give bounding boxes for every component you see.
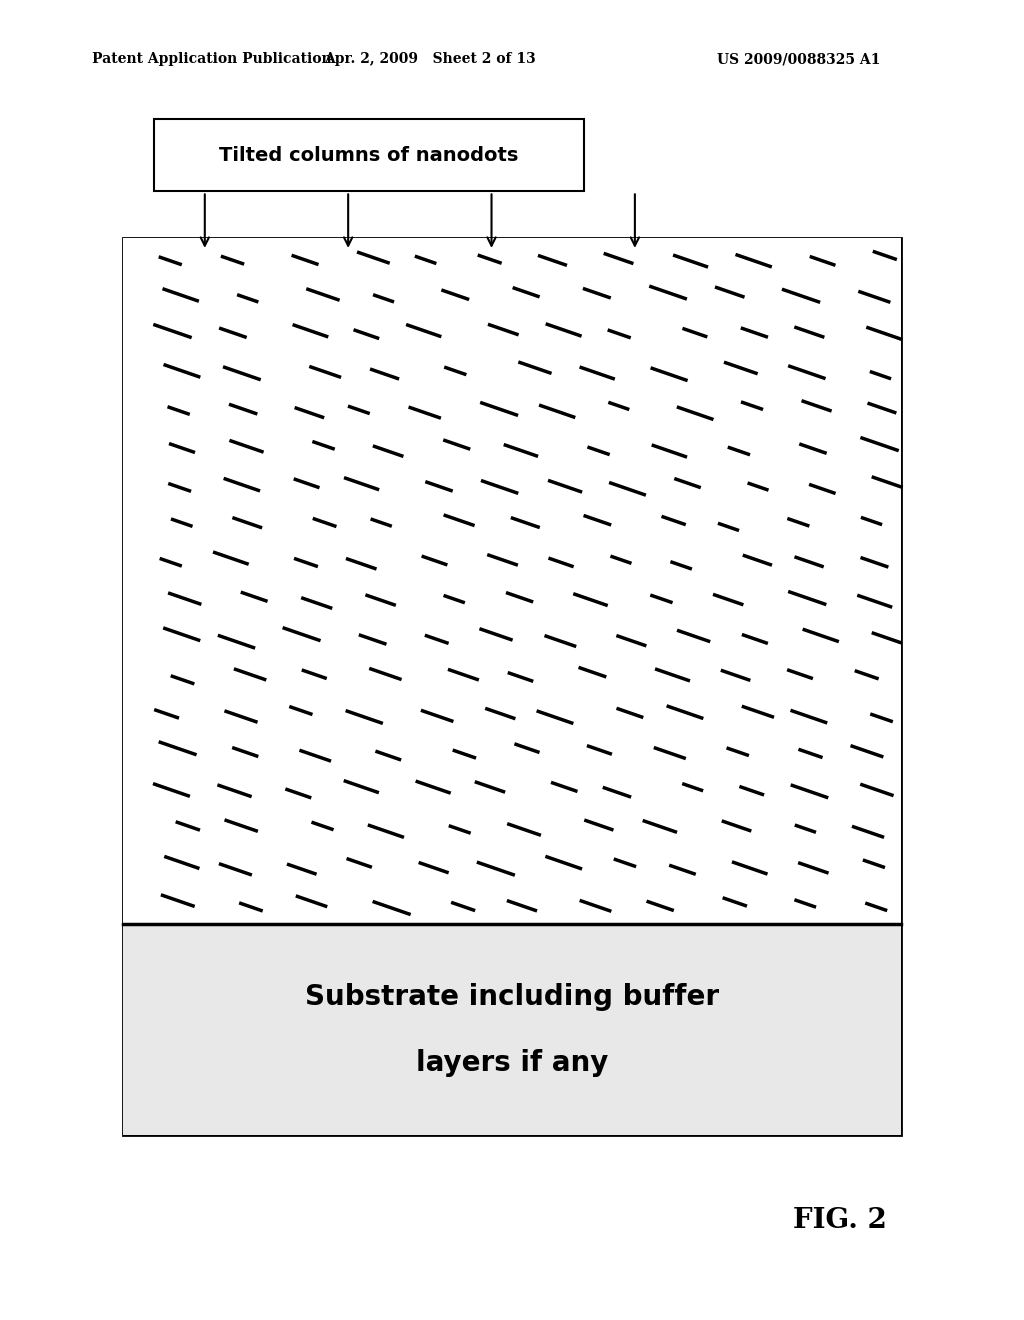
Text: US 2009/0088325 A1: US 2009/0088325 A1 — [717, 53, 881, 66]
Text: Tilted columns of nanodots: Tilted columns of nanodots — [219, 145, 518, 165]
Bar — [123, 238, 901, 1135]
Text: Apr. 2, 2009   Sheet 2 of 13: Apr. 2, 2009 Sheet 2 of 13 — [325, 53, 536, 66]
Text: Substrate including buffer: Substrate including buffer — [305, 982, 719, 1011]
Text: FIG. 2: FIG. 2 — [793, 1208, 887, 1234]
Bar — [123, 924, 901, 1135]
Text: Patent Application Publication: Patent Application Publication — [92, 53, 332, 66]
FancyBboxPatch shape — [154, 119, 584, 191]
Text: layers if any: layers if any — [416, 1048, 608, 1077]
Bar — [123, 238, 901, 924]
